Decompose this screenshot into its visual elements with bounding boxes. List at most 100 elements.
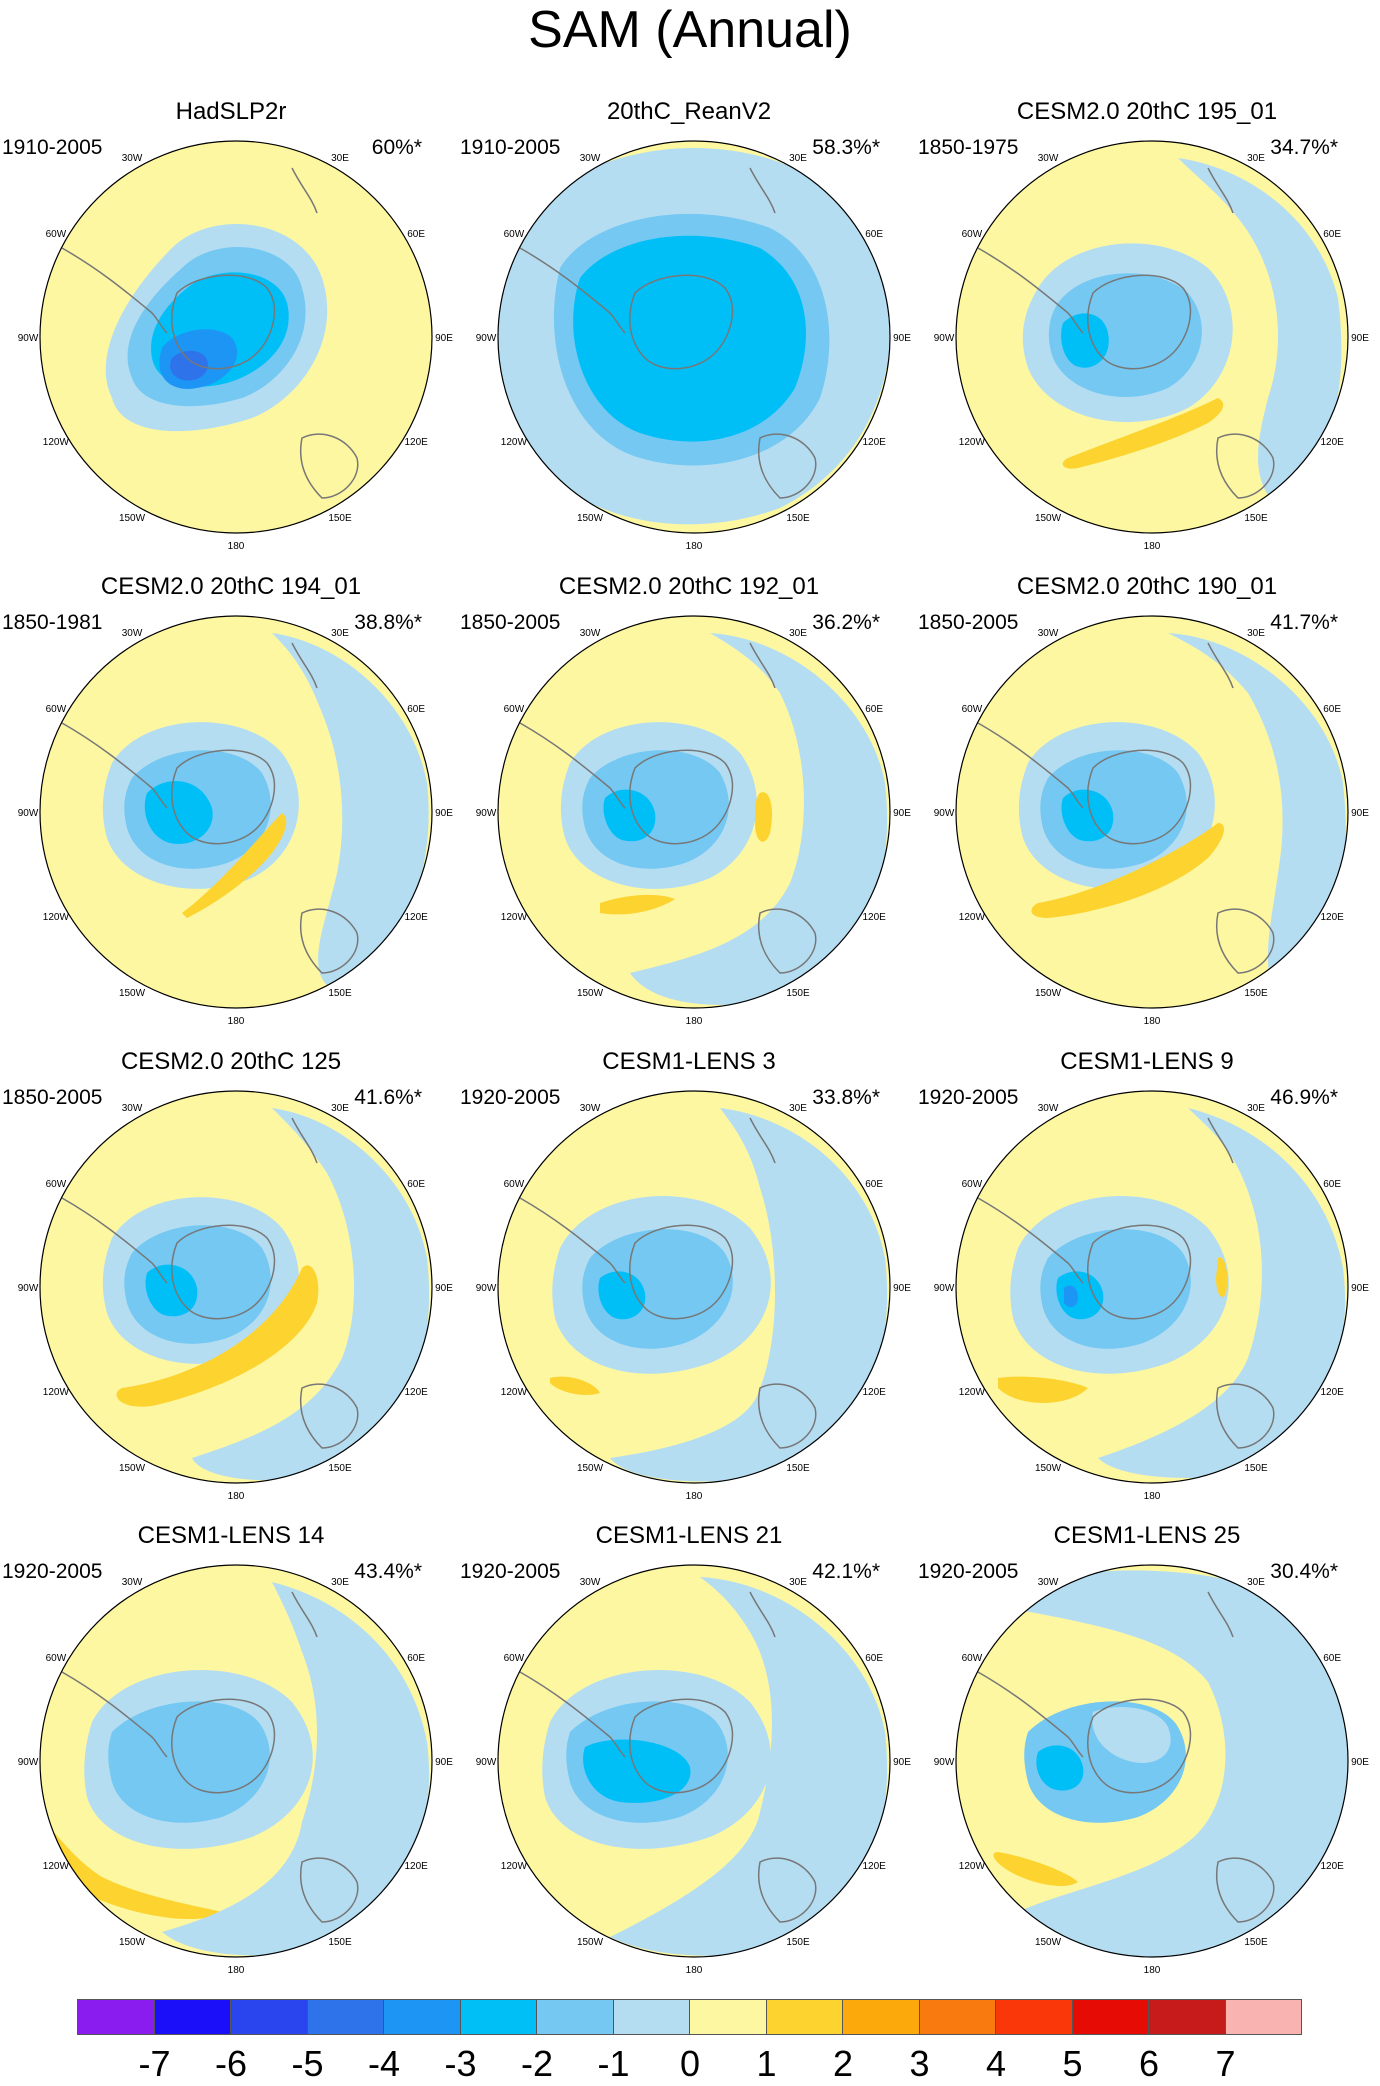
map-panel: CESM2.0 20thC 195_011850-197534.7%*030E6… bbox=[918, 98, 1376, 568]
panel-period: 1920-2005 bbox=[2, 1560, 103, 1583]
longitude-label: 180 bbox=[228, 541, 245, 552]
panel-title: CESM2.0 20thC 194_01 bbox=[100, 573, 362, 600]
panel-variance-percent: 30.4%* bbox=[1270, 1560, 1338, 1583]
longitude-label: 60E bbox=[865, 704, 883, 715]
polar-map: 030E60E90E120E150E180150W120W90W60W30W bbox=[934, 140, 1369, 552]
longitude-label: 30E bbox=[1247, 628, 1265, 639]
australia-coastline bbox=[758, 908, 817, 974]
polar-map: 030E60E90E120E150E180150W120W90W60W30W bbox=[934, 615, 1369, 1027]
anomaly-contour bbox=[1056, 1271, 1104, 1320]
panel-variance-percent: 41.6%* bbox=[354, 1086, 422, 1109]
panel-variance-percent: 33.8%* bbox=[812, 1086, 880, 1109]
longitude-label: 180 bbox=[1144, 1965, 1161, 1976]
panel-title: CESM2.0 20thC 190_01 bbox=[1016, 573, 1278, 600]
longitude-label: 90W bbox=[18, 333, 39, 344]
panel-period: 1910-2005 bbox=[2, 136, 103, 159]
longitude-label: 120E bbox=[862, 1861, 886, 1872]
australia-coastline bbox=[1216, 1383, 1275, 1449]
australia-coastline bbox=[300, 1857, 359, 1923]
anomaly-contour bbox=[598, 1271, 646, 1320]
colorbar-tick-label: -4 bbox=[367, 2043, 400, 2084]
longitude-label: 120W bbox=[959, 912, 986, 923]
africa-coastline bbox=[291, 642, 318, 689]
longitude-label: 150E bbox=[328, 1463, 352, 1474]
longitude-label: 120E bbox=[862, 437, 886, 448]
longitude-label: 180 bbox=[1144, 541, 1161, 552]
longitude-label: 180 bbox=[1144, 1491, 1161, 1502]
polar-map: 030E60E90E120E150E180150W120W90W60W30W bbox=[18, 1564, 453, 1976]
colorbar-tick-label: -5 bbox=[291, 2043, 324, 2084]
africa-coastline bbox=[749, 1117, 776, 1164]
africa-coastline bbox=[291, 1117, 318, 1164]
panel-period: 1850-2005 bbox=[2, 1086, 103, 1109]
map-boundary bbox=[955, 140, 1349, 534]
panel-variance-percent: 36.2%* bbox=[812, 611, 880, 634]
longitude-label: 90E bbox=[1351, 1757, 1369, 1768]
longitude-label: 180 bbox=[686, 541, 703, 552]
longitude-label: 120E bbox=[404, 437, 428, 448]
anomaly-contour bbox=[1216, 1257, 1228, 1298]
longitude-label: 30E bbox=[789, 628, 807, 639]
anomaly-contour bbox=[573, 235, 806, 442]
longitude-label: 60E bbox=[407, 229, 425, 240]
longitude-label: 150W bbox=[1035, 1937, 1062, 1948]
longitude-label: 90E bbox=[435, 1757, 453, 1768]
longitude-label: 60E bbox=[1323, 1179, 1341, 1190]
longitude-label: 60W bbox=[504, 1653, 525, 1664]
colorbar-swatch bbox=[536, 1999, 614, 2035]
anomaly-contour bbox=[182, 813, 287, 918]
colorbar-swatch bbox=[995, 1999, 1073, 2035]
africa-coastline bbox=[1207, 1117, 1234, 1164]
longitude-label: 60E bbox=[1323, 704, 1341, 715]
longitude-label: 150W bbox=[119, 1937, 146, 1948]
australia-coastline bbox=[300, 908, 359, 974]
colorbar-swatch bbox=[1071, 1999, 1149, 2035]
anomaly-contour bbox=[1168, 633, 1346, 993]
longitude-label: 150E bbox=[786, 513, 810, 524]
longitude-label: 60E bbox=[1323, 229, 1341, 240]
colorbar-tick-label: 2 bbox=[832, 2043, 854, 2084]
polar-map: 030E60E90E120E150E180150W120W90W60W30W bbox=[18, 1090, 453, 1502]
antarctica-coastline bbox=[1087, 749, 1192, 845]
australia-coastline bbox=[1216, 433, 1275, 499]
polar-map: 030E60E90E120E150E180150W120W90W60W30W bbox=[476, 615, 911, 1027]
longitude-label: 60W bbox=[962, 229, 983, 240]
australia-coastline bbox=[300, 1383, 359, 1449]
longitude-label: 60E bbox=[865, 229, 883, 240]
longitude-label: 30E bbox=[331, 1577, 349, 1588]
longitude-label: 150E bbox=[1244, 988, 1268, 999]
colorbar-tick-label: -1 bbox=[597, 2043, 630, 2084]
longitude-label: 60W bbox=[504, 229, 525, 240]
africa-coastline bbox=[1207, 167, 1234, 214]
longitude-label: 180 bbox=[228, 1016, 245, 1027]
longitude-label: 30W bbox=[1038, 628, 1059, 639]
map-boundary bbox=[955, 1090, 1349, 1484]
longitude-label: 150E bbox=[786, 1463, 810, 1474]
panel-period: 1920-2005 bbox=[460, 1086, 561, 1109]
longitude-label: 90W bbox=[934, 1283, 955, 1294]
panel-variance-percent: 60%* bbox=[371, 136, 422, 159]
longitude-label: 150W bbox=[1035, 1463, 1062, 1474]
australia-coastline bbox=[758, 433, 817, 499]
longitude-label: 30E bbox=[1247, 1103, 1265, 1114]
anomaly-contour bbox=[108, 1701, 270, 1823]
map-boundary bbox=[39, 1564, 433, 1958]
longitude-label: 60E bbox=[865, 1179, 883, 1190]
longitude-label: 150W bbox=[577, 1937, 604, 1948]
africa-coastline bbox=[1207, 1591, 1234, 1638]
south-america-coastline bbox=[977, 722, 1084, 809]
longitude-label: 150E bbox=[786, 1937, 810, 1948]
longitude-label: 150E bbox=[1244, 513, 1268, 524]
anomaly-contour bbox=[1178, 158, 1342, 508]
map-panel: HadSLP2r1910-200560%*030E60E90E120E150E1… bbox=[2, 98, 460, 568]
colorbar-labels: -7 -6 -5 -4 -3 -2 -1 0 1 2 3 4 5 6 7 bbox=[78, 2044, 1302, 2086]
anomaly-contour bbox=[582, 750, 729, 869]
longitude-label: 150W bbox=[577, 988, 604, 999]
map-boundary bbox=[497, 1090, 891, 1484]
longitude-label: 150W bbox=[577, 1463, 604, 1474]
longitude-label: 90E bbox=[893, 808, 911, 819]
longitude-label: 90E bbox=[1351, 1283, 1369, 1294]
longitude-label: 180 bbox=[1144, 1016, 1161, 1027]
colorbar-swatch bbox=[1148, 1999, 1226, 2035]
